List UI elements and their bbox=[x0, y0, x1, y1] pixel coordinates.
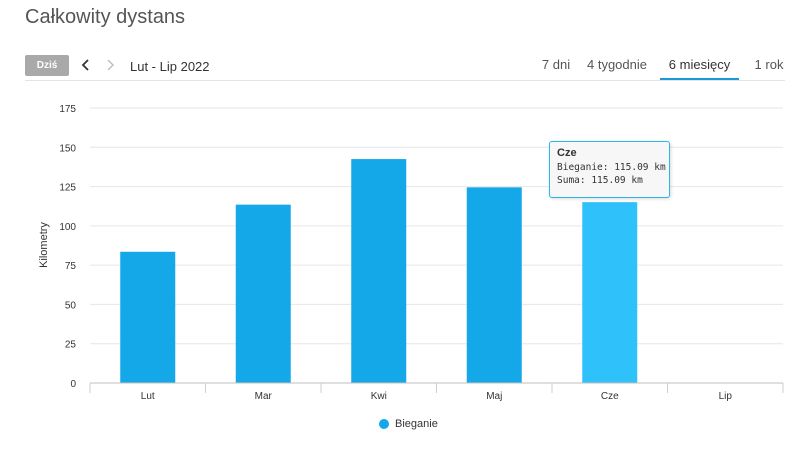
grid-lines bbox=[90, 107, 783, 345]
tab-6-months[interactable]: 6 miesięcy bbox=[660, 50, 739, 80]
tab-7-days[interactable]: 7 dni bbox=[541, 57, 571, 72]
today-button[interactable]: Dziś bbox=[25, 55, 69, 76]
period-label: Lut - Lip 2022 bbox=[130, 59, 210, 74]
y-tick-label: 0 bbox=[70, 379, 76, 390]
axes: 0 25 50 75 100 125 150 175 Lut Mar Kwi Maj Cze Lip bbox=[59, 104, 784, 402]
tab-1-year[interactable]: 1 rok bbox=[754, 57, 784, 72]
y-tick-label: 150 bbox=[59, 143, 76, 154]
chevron-right-icon[interactable] bbox=[103, 56, 117, 74]
x-tick-label: Mar bbox=[255, 391, 273, 402]
legend-marker bbox=[379, 419, 389, 429]
bar-lut[interactable] bbox=[120, 251, 176, 383]
tooltip-title: Cze bbox=[557, 147, 577, 159]
tab-4-weeks[interactable]: 4 tygodnie bbox=[587, 57, 647, 72]
y-axis-label: Kilometry bbox=[38, 222, 50, 268]
y-tick-label: 125 bbox=[59, 183, 76, 194]
tooltip-line-running: Bieganie: 115.09 km bbox=[557, 162, 666, 173]
y-tick-label: 100 bbox=[59, 222, 76, 233]
legend-label: Bieganie bbox=[395, 418, 438, 430]
y-tick-label: 50 bbox=[65, 300, 77, 311]
x-tick-label: Cze bbox=[601, 391, 619, 402]
y-tick-label: 25 bbox=[65, 340, 77, 351]
bars bbox=[120, 159, 638, 383]
chart-legend[interactable]: Bieganie bbox=[379, 416, 438, 432]
page-title: Całkowity dystans bbox=[25, 6, 186, 28]
bar-kwi[interactable] bbox=[351, 159, 407, 383]
chevron-left-icon[interactable] bbox=[79, 56, 93, 74]
tooltip-line-total: Suma: 115.09 km bbox=[557, 175, 643, 186]
x-tick-label: Lip bbox=[719, 391, 733, 402]
bar-maj[interactable] bbox=[466, 187, 522, 383]
x-tick-label: Lut bbox=[141, 391, 155, 402]
bar-mar[interactable] bbox=[235, 204, 291, 383]
y-tick-label: 175 bbox=[59, 104, 76, 115]
y-tick-label: 75 bbox=[65, 261, 77, 272]
chart-tooltip: Cze Bieganie: 115.09 km Suma: 115.09 km bbox=[549, 141, 670, 198]
x-tick-label: Maj bbox=[486, 391, 502, 402]
header-divider bbox=[25, 80, 785, 81]
bar-cze[interactable] bbox=[582, 202, 638, 383]
x-tick-label: Kwi bbox=[371, 391, 387, 402]
